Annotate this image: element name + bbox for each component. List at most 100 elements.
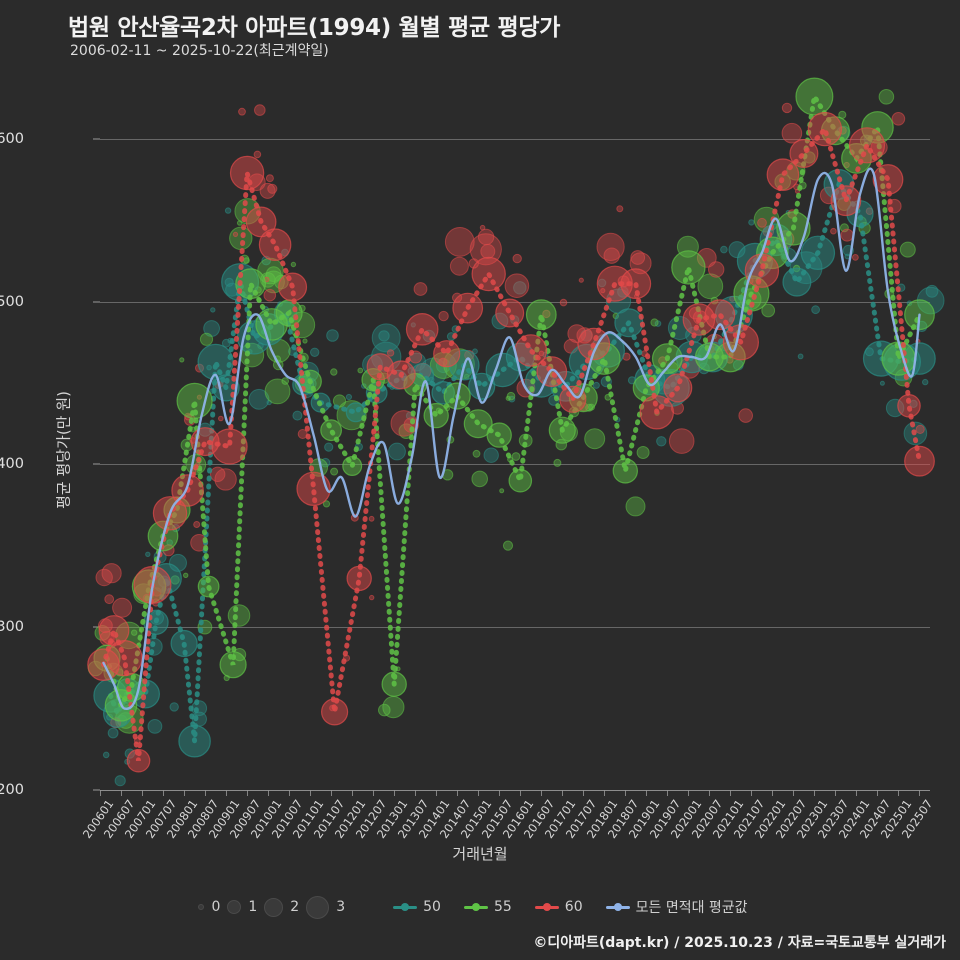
y-axis-label-wrap: 평균 평당가(만 원)	[6, 330, 72, 570]
data-bubble	[275, 299, 303, 327]
data-bubble	[463, 409, 493, 439]
x-tick-mark	[394, 790, 396, 796]
x-tick-mark	[730, 790, 732, 796]
x-tick-mark	[184, 790, 186, 796]
x-tick-mark	[646, 790, 648, 796]
data-bubble	[848, 127, 886, 164]
data-bubble	[366, 353, 394, 381]
x-tick-mark	[121, 790, 122, 796]
legend-item-55[interactable]: 55	[463, 899, 512, 915]
legend-item-50[interactable]: 50	[393, 899, 441, 915]
size-legend-bubble	[198, 904, 205, 910]
scatter-cloud-60	[95, 102, 925, 744]
series-55	[93, 77, 935, 722]
gridline	[100, 627, 930, 629]
x-tick-mark	[415, 790, 417, 796]
data-bubble	[235, 268, 267, 300]
x-tick-mark	[352, 790, 354, 796]
x-tick-mark	[373, 790, 375, 796]
x-tick-mark	[898, 790, 900, 796]
x-tick-mark	[268, 790, 270, 796]
legend-dot-swatch	[471, 903, 480, 911]
data-bubble	[197, 575, 220, 598]
data-bubble	[495, 298, 525, 328]
data-bubble	[744, 253, 780, 288]
data-bubble	[278, 272, 308, 302]
data-bubble	[614, 308, 644, 338]
data-bubble	[904, 445, 935, 477]
page-title: 법원 안산율곡2차 아파트(1994) 월별 평균 평당가	[68, 15, 561, 41]
data-bubble	[471, 256, 506, 292]
legend-label: 55	[493, 899, 512, 915]
y-tick-mark	[93, 138, 100, 140]
series-60	[87, 111, 935, 773]
data-bubble	[789, 138, 819, 168]
y-tick-label: 600	[0, 130, 24, 147]
data-bubble	[346, 565, 372, 592]
data-bubble	[830, 185, 862, 217]
legend-label: 60	[564, 899, 583, 915]
data-bubble	[736, 242, 774, 279]
data-bubble	[639, 395, 675, 430]
data-bubble	[176, 382, 213, 419]
data-bubble	[386, 360, 416, 390]
data-bubble	[807, 111, 843, 147]
legend-item-60[interactable]: 60	[534, 899, 583, 915]
footer-credit: ©디아파트(dapt.kr) / 2025.10.23 / 자료=국토교통부 실…	[533, 935, 946, 951]
data-bubble	[612, 458, 639, 484]
gridline	[100, 301, 930, 303]
data-bubble	[861, 111, 894, 144]
size-legend-item: 1	[227, 899, 257, 915]
size-legend-bubble	[264, 897, 284, 917]
data-bubble	[682, 303, 716, 336]
data-bubble	[296, 471, 331, 506]
y-axis-label: 평균 평당가(만 원)	[54, 391, 73, 509]
data-bubble	[320, 419, 343, 442]
x-tick-mark	[562, 790, 564, 796]
average-line	[102, 167, 921, 711]
size-legend-label: 3	[336, 899, 346, 915]
page-subtitle: 2006-02-11 ~ 2025-10-22(최근계약일)	[70, 43, 329, 59]
data-bubble	[170, 629, 198, 658]
data-bubble	[433, 340, 461, 368]
y-tick-label: 500	[0, 293, 24, 310]
data-bubble	[548, 416, 576, 444]
y-tick-mark	[93, 463, 100, 465]
data-bubble	[897, 393, 921, 418]
data-bubble	[321, 698, 349, 726]
x-tick-mark	[751, 790, 753, 796]
data-bubble	[525, 299, 557, 331]
data-bubble	[776, 211, 811, 246]
x-tick-mark	[457, 790, 459, 796]
x-tick-mark	[793, 790, 795, 796]
data-bubble	[795, 77, 834, 116]
y-tick-label: 200	[0, 782, 24, 798]
data-bubble	[846, 200, 874, 228]
x-tick-mark	[667, 790, 669, 796]
series-50	[93, 168, 936, 758]
data-bubble	[766, 158, 800, 191]
y-tick-mark	[93, 626, 100, 628]
x-tick-mark	[583, 790, 585, 796]
data-bubble	[258, 228, 292, 261]
x-tick-mark	[163, 790, 165, 796]
size-legend-label: 1	[248, 899, 258, 915]
x-tick-mark	[688, 790, 690, 796]
data-bubble	[178, 724, 211, 758]
x-tick-mark	[877, 790, 879, 796]
gridline	[100, 138, 930, 140]
gridline	[100, 464, 930, 466]
data-bubble	[431, 380, 455, 405]
x-tick-mark	[142, 790, 144, 796]
y-tick-label: 400	[0, 456, 24, 473]
chart-canvas	[87, 77, 945, 787]
legend-item-모든 면적대 평균값[interactable]: 모든 면적대 평균값	[605, 897, 748, 917]
legend-label: 모든 면적대 평균값	[635, 900, 748, 916]
x-tick-mark	[709, 790, 711, 796]
y-tick-mark	[93, 789, 100, 791]
x-tick-mark	[772, 790, 774, 796]
data-bubble	[536, 356, 568, 388]
data-bubble	[559, 385, 587, 413]
size-legend-label: 0	[211, 899, 221, 915]
size-legend-item: 0	[198, 899, 220, 915]
